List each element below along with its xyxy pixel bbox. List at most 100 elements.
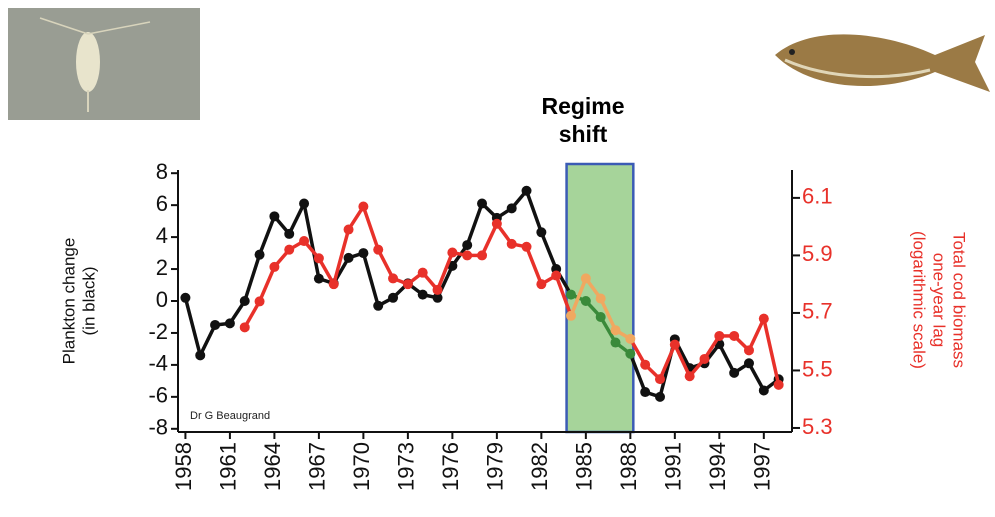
y2-tick-label: 5.3 (802, 414, 833, 439)
data-point (773, 379, 784, 390)
series-segment (361, 252, 380, 307)
data-point (743, 345, 754, 356)
data-point (521, 185, 532, 196)
y-tick-label: -8 (148, 415, 168, 440)
y-tick-label: 8 (156, 159, 168, 184)
data-point (566, 289, 577, 300)
series-segment (747, 362, 766, 392)
y-tick-label: -2 (148, 319, 168, 344)
data-point (580, 296, 591, 306)
data-point (714, 330, 725, 341)
series-segment (480, 223, 499, 257)
data-point (358, 201, 369, 212)
data-point (447, 247, 458, 258)
data-point (432, 284, 443, 295)
data-point (551, 270, 562, 281)
data-point (699, 353, 710, 364)
data-point (580, 273, 591, 284)
data-point (417, 267, 428, 278)
data-point (373, 300, 384, 311)
annotation: Dr G Beaugrand (190, 410, 270, 422)
data-point (254, 249, 265, 260)
data-point (343, 224, 354, 235)
data-point (269, 211, 280, 222)
data-point (224, 318, 235, 329)
x-tick-label: 1964 (260, 442, 285, 491)
data-point (239, 322, 250, 333)
data-point (640, 387, 651, 398)
data-point (299, 236, 310, 247)
data-point (506, 203, 517, 214)
data-point (284, 244, 295, 255)
series-segment (658, 343, 677, 380)
data-point (640, 359, 651, 370)
data-point (180, 292, 191, 303)
data-point (388, 273, 399, 284)
data-point (254, 296, 265, 307)
data-point (521, 241, 532, 252)
y2-tick-label: 6.1 (802, 184, 833, 209)
data-point (299, 198, 310, 209)
series-segment (198, 324, 217, 357)
data-point (655, 374, 666, 385)
data-point (284, 228, 295, 239)
data-point (313, 273, 324, 284)
data-point (491, 218, 502, 229)
series-segment (257, 215, 277, 256)
x-tick-label: 1979 (483, 442, 508, 491)
x-tick-label: 1958 (171, 442, 196, 491)
series-segment (257, 266, 277, 303)
y-axis-label: (in black) (79, 267, 98, 336)
series-segment (524, 190, 544, 233)
data-point (669, 339, 680, 350)
x-tick-label: 1961 (216, 442, 241, 491)
series-segment (762, 318, 781, 386)
series-segment (747, 317, 766, 352)
y-tick-label: 2 (156, 255, 168, 280)
data-point (358, 248, 369, 259)
series-segment (287, 202, 306, 235)
y-tick-label: -4 (148, 351, 168, 376)
y2-tick-label: 5.5 (802, 356, 833, 381)
data-point (655, 391, 666, 402)
data-point (566, 310, 577, 321)
data-point (328, 279, 339, 290)
data-point (373, 244, 384, 255)
data-point (595, 293, 606, 304)
x-tick-label: 1985 (572, 442, 597, 491)
data-point (684, 371, 695, 382)
y-tick-label: 6 (156, 191, 168, 216)
y2-axis-label: (logarithmic scale) (910, 231, 929, 369)
x-tick-label: 1967 (305, 442, 330, 491)
data-point (210, 319, 221, 330)
series-segment (435, 251, 454, 291)
data-point (462, 240, 473, 251)
data-point (743, 358, 754, 369)
data-point (388, 292, 399, 303)
data-point (402, 279, 413, 290)
y-tick-label: 4 (156, 223, 168, 248)
data-point (610, 325, 621, 336)
series-segment (524, 246, 543, 285)
x-tick-label: 1991 (661, 442, 686, 491)
series-segment (554, 274, 573, 317)
data-point (239, 296, 250, 306)
x-tick-label: 1970 (349, 442, 374, 491)
series-segment (599, 297, 618, 331)
series-segment (569, 277, 588, 317)
y-axis-label: Plankton change (59, 238, 78, 365)
data-point (625, 348, 636, 359)
x-tick-label: 1988 (616, 442, 641, 491)
series-segment (673, 343, 692, 377)
data-point (758, 313, 769, 324)
y2-axis-label: Total cod biomass (950, 232, 969, 368)
data-point (269, 261, 280, 272)
data-point (462, 250, 473, 261)
data-point (343, 252, 354, 263)
data-point (729, 330, 740, 341)
plankton-image (8, 8, 200, 120)
data-point (506, 238, 517, 249)
data-point (313, 253, 324, 264)
data-point (432, 292, 443, 303)
